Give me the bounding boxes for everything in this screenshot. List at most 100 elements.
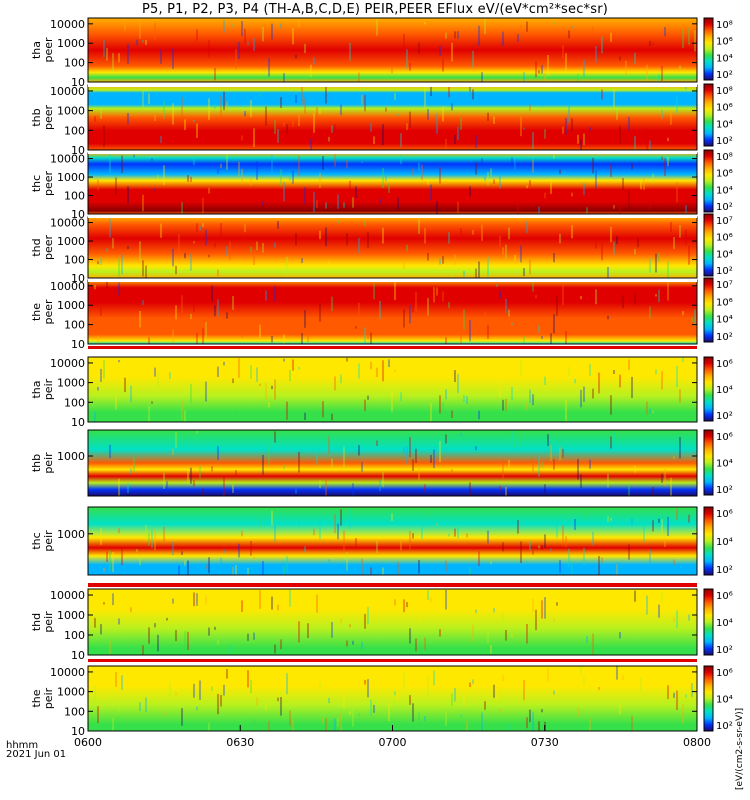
y-tick-label: 100 — [64, 254, 85, 267]
y-axis-label: peer — [42, 171, 55, 197]
colorbar — [703, 356, 714, 422]
colorbar-tick-label: 10⁴ — [716, 249, 733, 260]
spectrogram-heatmap — [88, 217, 697, 278]
spectrogram-texture — [94, 280, 696, 344]
colorbar-tick-label: 10² — [716, 645, 733, 656]
y-tick-label: 100 — [64, 124, 85, 137]
y-axis-label: peer — [42, 299, 55, 325]
y-axis-label: peer — [42, 105, 55, 131]
y-tick-label: 10000 — [50, 18, 85, 31]
panel-thc-peir: 1000 thc peir 10⁶ 10⁴ 10² — [30, 506, 733, 576]
y-tick-label: 1000 — [57, 299, 85, 312]
time-axis-header: hhmm 2021 Jun 01 — [6, 741, 66, 760]
colorbar-tick-label: 10⁴ — [716, 119, 733, 130]
y-axis-label: tha — [30, 41, 43, 59]
panel-frame — [87, 356, 698, 423]
colorbar-tick-label: 10⁶ — [716, 591, 733, 602]
y-tick-label: 1000 — [57, 37, 85, 50]
panel-the-peer: 10000 1000 100 10 the peer 10⁷ 10⁶ 10⁴ 10² — [30, 277, 733, 351]
chart-title: P5, P1, P2, P3, P4 (TH-A,B,C,D,E) PEIR,P… — [141, 2, 609, 17]
colorbar-tick-label: 10⁴ — [716, 618, 733, 629]
colorbar — [703, 506, 714, 576]
colorbar-tick-label: 10⁶ — [716, 37, 733, 48]
spectrogram-heatmap — [88, 153, 697, 214]
y-tick-label: 100 — [64, 396, 85, 409]
panel-gap — [88, 279, 697, 282]
colorbar — [703, 213, 714, 277]
colorbar-tick-label: 10² — [716, 266, 733, 277]
spectrogram-texture — [97, 153, 693, 214]
y-tick-label: 10 — [71, 649, 85, 662]
y-tick-label: 10000 — [50, 217, 85, 230]
panel-frame — [87, 588, 698, 656]
y-axis-label: thc — [30, 532, 43, 549]
panel-frame — [87, 506, 698, 576]
colorbar — [703, 429, 714, 496]
spectrogram-heatmap — [88, 280, 697, 344]
x-tick-label: 0630 — [226, 736, 254, 749]
y-tick-label: 100 — [64, 319, 85, 332]
colorbar-tick-label: 10⁴ — [716, 695, 733, 706]
y-axis-label: peir — [42, 378, 55, 400]
colorbar-tick-label: 10⁸ — [716, 86, 733, 97]
y-tick-label: 10 — [71, 725, 85, 738]
colorbar-tick-label: 10⁶ — [716, 297, 733, 308]
colorbar-tick-label: 10⁶ — [716, 169, 733, 180]
x-tick-label: 0730 — [531, 736, 559, 749]
y-axis-label: thc — [30, 175, 43, 192]
colorbar-tick-label: 10² — [716, 411, 733, 422]
y-tick-label: 1000 — [57, 105, 85, 118]
y-tick-label: 10 — [71, 338, 85, 351]
panel-thd-peer: 10000 1000 100 10 thd peer 10⁷ 10⁶ 10⁴ 10² — [30, 213, 733, 285]
spectrogram-heatmap — [88, 430, 697, 496]
spectrogram-texture — [100, 507, 690, 575]
spectrogram-heatmap — [88, 85, 697, 150]
spectrogram-texture — [94, 357, 684, 422]
panel-frame — [87, 17, 698, 83]
colorbar-label: [eV/(cm2-s-sr-eV)] — [735, 708, 745, 790]
spectrogram-heatmap — [88, 589, 697, 655]
panel-tha-peir: 10000 1000 100 10 tha peir 10⁶ 10⁴ 10² — [30, 356, 733, 429]
y-tick-label: 10 — [71, 272, 85, 285]
colorbar — [703, 149, 714, 213]
y-tick-label: 1000 — [57, 235, 85, 248]
colorbar-tick-label: 10⁴ — [716, 385, 733, 396]
y-axis-label: peir — [42, 452, 55, 474]
colorbar — [703, 665, 714, 732]
y-tick-label: 1000 — [57, 609, 85, 622]
spectrogram-heatmap — [88, 666, 697, 731]
colorbar-tick-label: 10⁴ — [716, 459, 733, 470]
spectrogram-texture — [94, 666, 693, 731]
y-tick-label: 100 — [64, 705, 85, 718]
y-axis-label: thd — [30, 613, 43, 631]
y-tick-label: 100 — [64, 190, 85, 203]
y-axis-label: thb — [30, 108, 43, 126]
y-tick-label: 1000 — [57, 377, 85, 390]
panel-thc-peer: 10000 1000 100 10 thc peer 10⁸ 10⁶ 10⁴ 10² — [30, 149, 733, 221]
y-tick-label: 1000 — [57, 450, 85, 463]
y-axis-label: thd — [30, 238, 43, 256]
colorbar-tick-label: 10⁶ — [716, 432, 733, 443]
y-tick-label: 10 — [71, 144, 85, 157]
y-axis-label: thb — [30, 454, 43, 472]
panel-tha-peer: 10000 1000 100 10 tha peer 10⁸ 10⁶ 10⁴ 10² — [30, 17, 733, 89]
spectrogram-heatmap — [88, 507, 697, 575]
y-tick-label: 1000 — [57, 171, 85, 184]
y-tick-label: 10 — [71, 416, 85, 429]
y-axis-label: the — [30, 689, 43, 707]
panel-gap — [88, 84, 697, 87]
spectrogram-texture — [94, 589, 690, 655]
colorbar-tick-label: 10² — [716, 485, 733, 496]
panel-thb-peer: 10000 1000 100 10 thb peer 10⁸ 10⁶ 10⁴ 10² — [30, 83, 733, 157]
colorbar-tick-label: 10⁶ — [716, 103, 733, 114]
panel-gap — [88, 423, 697, 429]
spectrogram-heatmap — [88, 18, 697, 82]
panel-thb-peir: 1000 thb peir 10⁶ 10⁴ 10² — [30, 429, 733, 497]
spectrogram-texture — [94, 85, 687, 150]
y-tick-label: 100 — [64, 57, 85, 70]
colorbar-tick-label: 10⁷ — [716, 216, 733, 227]
colorbar-tick-label: 10² — [716, 136, 733, 147]
colorbar-tick-label: 10⁶ — [716, 668, 733, 679]
x-tick-label: 0600 — [74, 736, 102, 749]
